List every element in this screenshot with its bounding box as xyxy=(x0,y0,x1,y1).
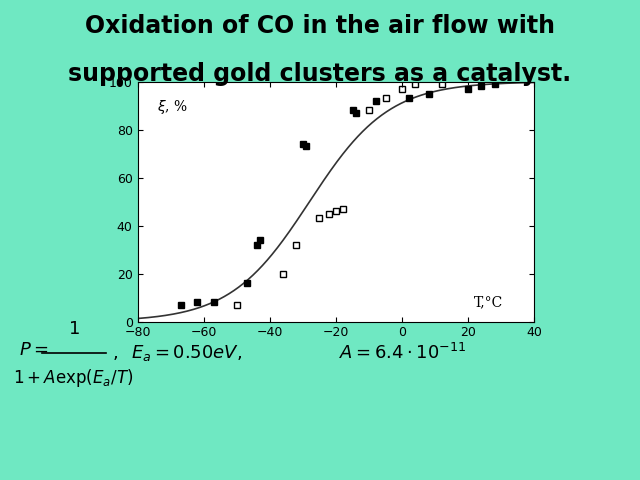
Text: T,°C: T,°C xyxy=(474,296,502,310)
Text: $\xi$, %: $\xi$, % xyxy=(157,98,188,116)
Text: $E_a = 0.50eV,$: $E_a = 0.50eV,$ xyxy=(131,343,243,363)
Text: $1$: $1$ xyxy=(68,321,79,338)
Text: $P=$: $P=$ xyxy=(19,341,49,360)
Text: $A = 6.4 \cdot 10^{-11}$: $A = 6.4 \cdot 10^{-11}$ xyxy=(339,343,467,363)
Text: $1+A\exp(E_a/T)$: $1+A\exp(E_a/T)$ xyxy=(13,367,134,389)
Text: $,$: $,$ xyxy=(112,344,118,362)
Text: supported gold clusters as a catalyst.: supported gold clusters as a catalyst. xyxy=(68,62,572,86)
Text: Oxidation of CO in the air flow with: Oxidation of CO in the air flow with xyxy=(85,14,555,38)
